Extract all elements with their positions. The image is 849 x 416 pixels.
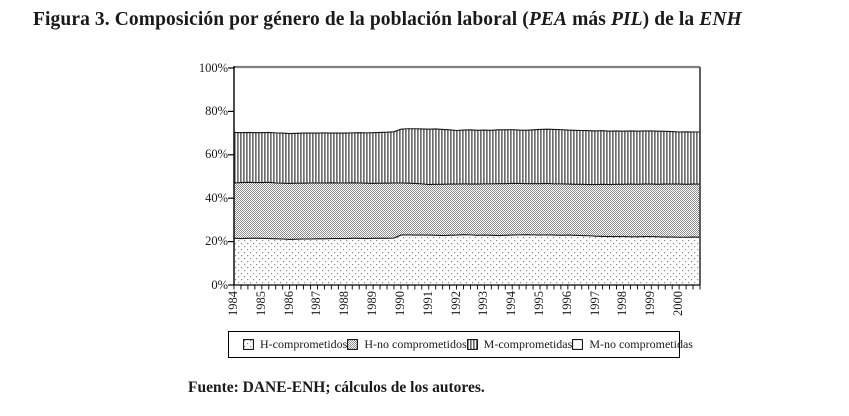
x-axis-tick-label: 1988 (337, 291, 352, 316)
x-axis-tick-label: 2000 (671, 291, 686, 316)
x-axis-tick-label: 1994 (504, 291, 519, 316)
x-axis-tick-label: 1995 (532, 291, 547, 316)
x-axis-tick-label: 1991 (420, 291, 435, 316)
legend-item: M-comprometidas (466, 337, 573, 352)
figure-title-text-mid: más (567, 9, 611, 30)
legend-item-label: M-no comprometidas (589, 337, 693, 351)
y-axis-tick-label: 20% (205, 234, 228, 249)
legend-item: H-no comprometidos (347, 337, 467, 352)
figure-title-enh: ENH (699, 9, 742, 30)
series-boundary-line (233, 234, 701, 240)
x-axis-tick-label: 1985 (253, 291, 268, 316)
legend-item-label: H-no comprometidos (364, 337, 467, 351)
legend-swatch-dots-icon (243, 339, 254, 350)
series-boundary-line (233, 128, 700, 135)
legend-swatch-vlines-icon (466, 339, 478, 350)
y-axis-tick-label: 0% (211, 277, 228, 292)
legend-item: H-comprometidos (243, 337, 347, 352)
figure-title: Figura 3. Composición por género de la p… (33, 9, 833, 31)
stacked-area-chart (228, 65, 701, 290)
figure-title-pil: PIL (610, 9, 643, 30)
figure-title-text-suffix: ) de la (642, 9, 700, 30)
series-boundary-line (233, 181, 700, 186)
area-M-comprometidas (234, 128, 700, 185)
x-axis-tick-label: 1996 (559, 291, 574, 316)
area-H-comprometidos (234, 234, 700, 285)
legend-item: M-no comprometidas (572, 337, 693, 352)
y-axis-tick-label: 60% (205, 147, 228, 162)
x-axis-tick-label: 1989 (365, 291, 380, 316)
legend-item-label: H-comprometidos (260, 337, 348, 351)
x-axis-tick-label: 1984 (226, 291, 240, 316)
legend-swatch-checker-icon (347, 339, 359, 350)
x-axis-tick-label: 1992 (448, 291, 463, 316)
x-axis-tick-label: 1990 (392, 291, 407, 316)
x-axis-tick-label: 1997 (587, 291, 602, 316)
x-axis-tick-label: 1999 (643, 291, 658, 316)
figure-title-pea: PEA (528, 9, 568, 30)
y-axis-tick-label: 80% (205, 103, 228, 118)
area-M-no comprometidas (234, 68, 700, 134)
y-axis-tick-label: 40% (205, 190, 228, 205)
legend-item-label: M-comprometidas (483, 337, 573, 351)
x-axis-tick-label: 1987 (309, 291, 324, 316)
figure-title-text: Figura 3. Composición por género de la p… (33, 9, 529, 30)
chart-legend: H-comprometidos H-no comprometidos M-com… (228, 331, 693, 358)
area-H-no comprometidos (234, 182, 700, 240)
source-note: Fuente: DANE-ENH; cálculos de los autore… (188, 379, 485, 396)
legend-swatch-plain-icon (572, 339, 584, 350)
plot-area (227, 65, 706, 293)
x-axis-tick-label: 1986 (281, 291, 296, 316)
x-axis-tick-label: 1998 (615, 291, 630, 316)
x-axis-tick-label: 1993 (476, 291, 491, 316)
y-axis-tick-label: 100% (198, 60, 228, 75)
